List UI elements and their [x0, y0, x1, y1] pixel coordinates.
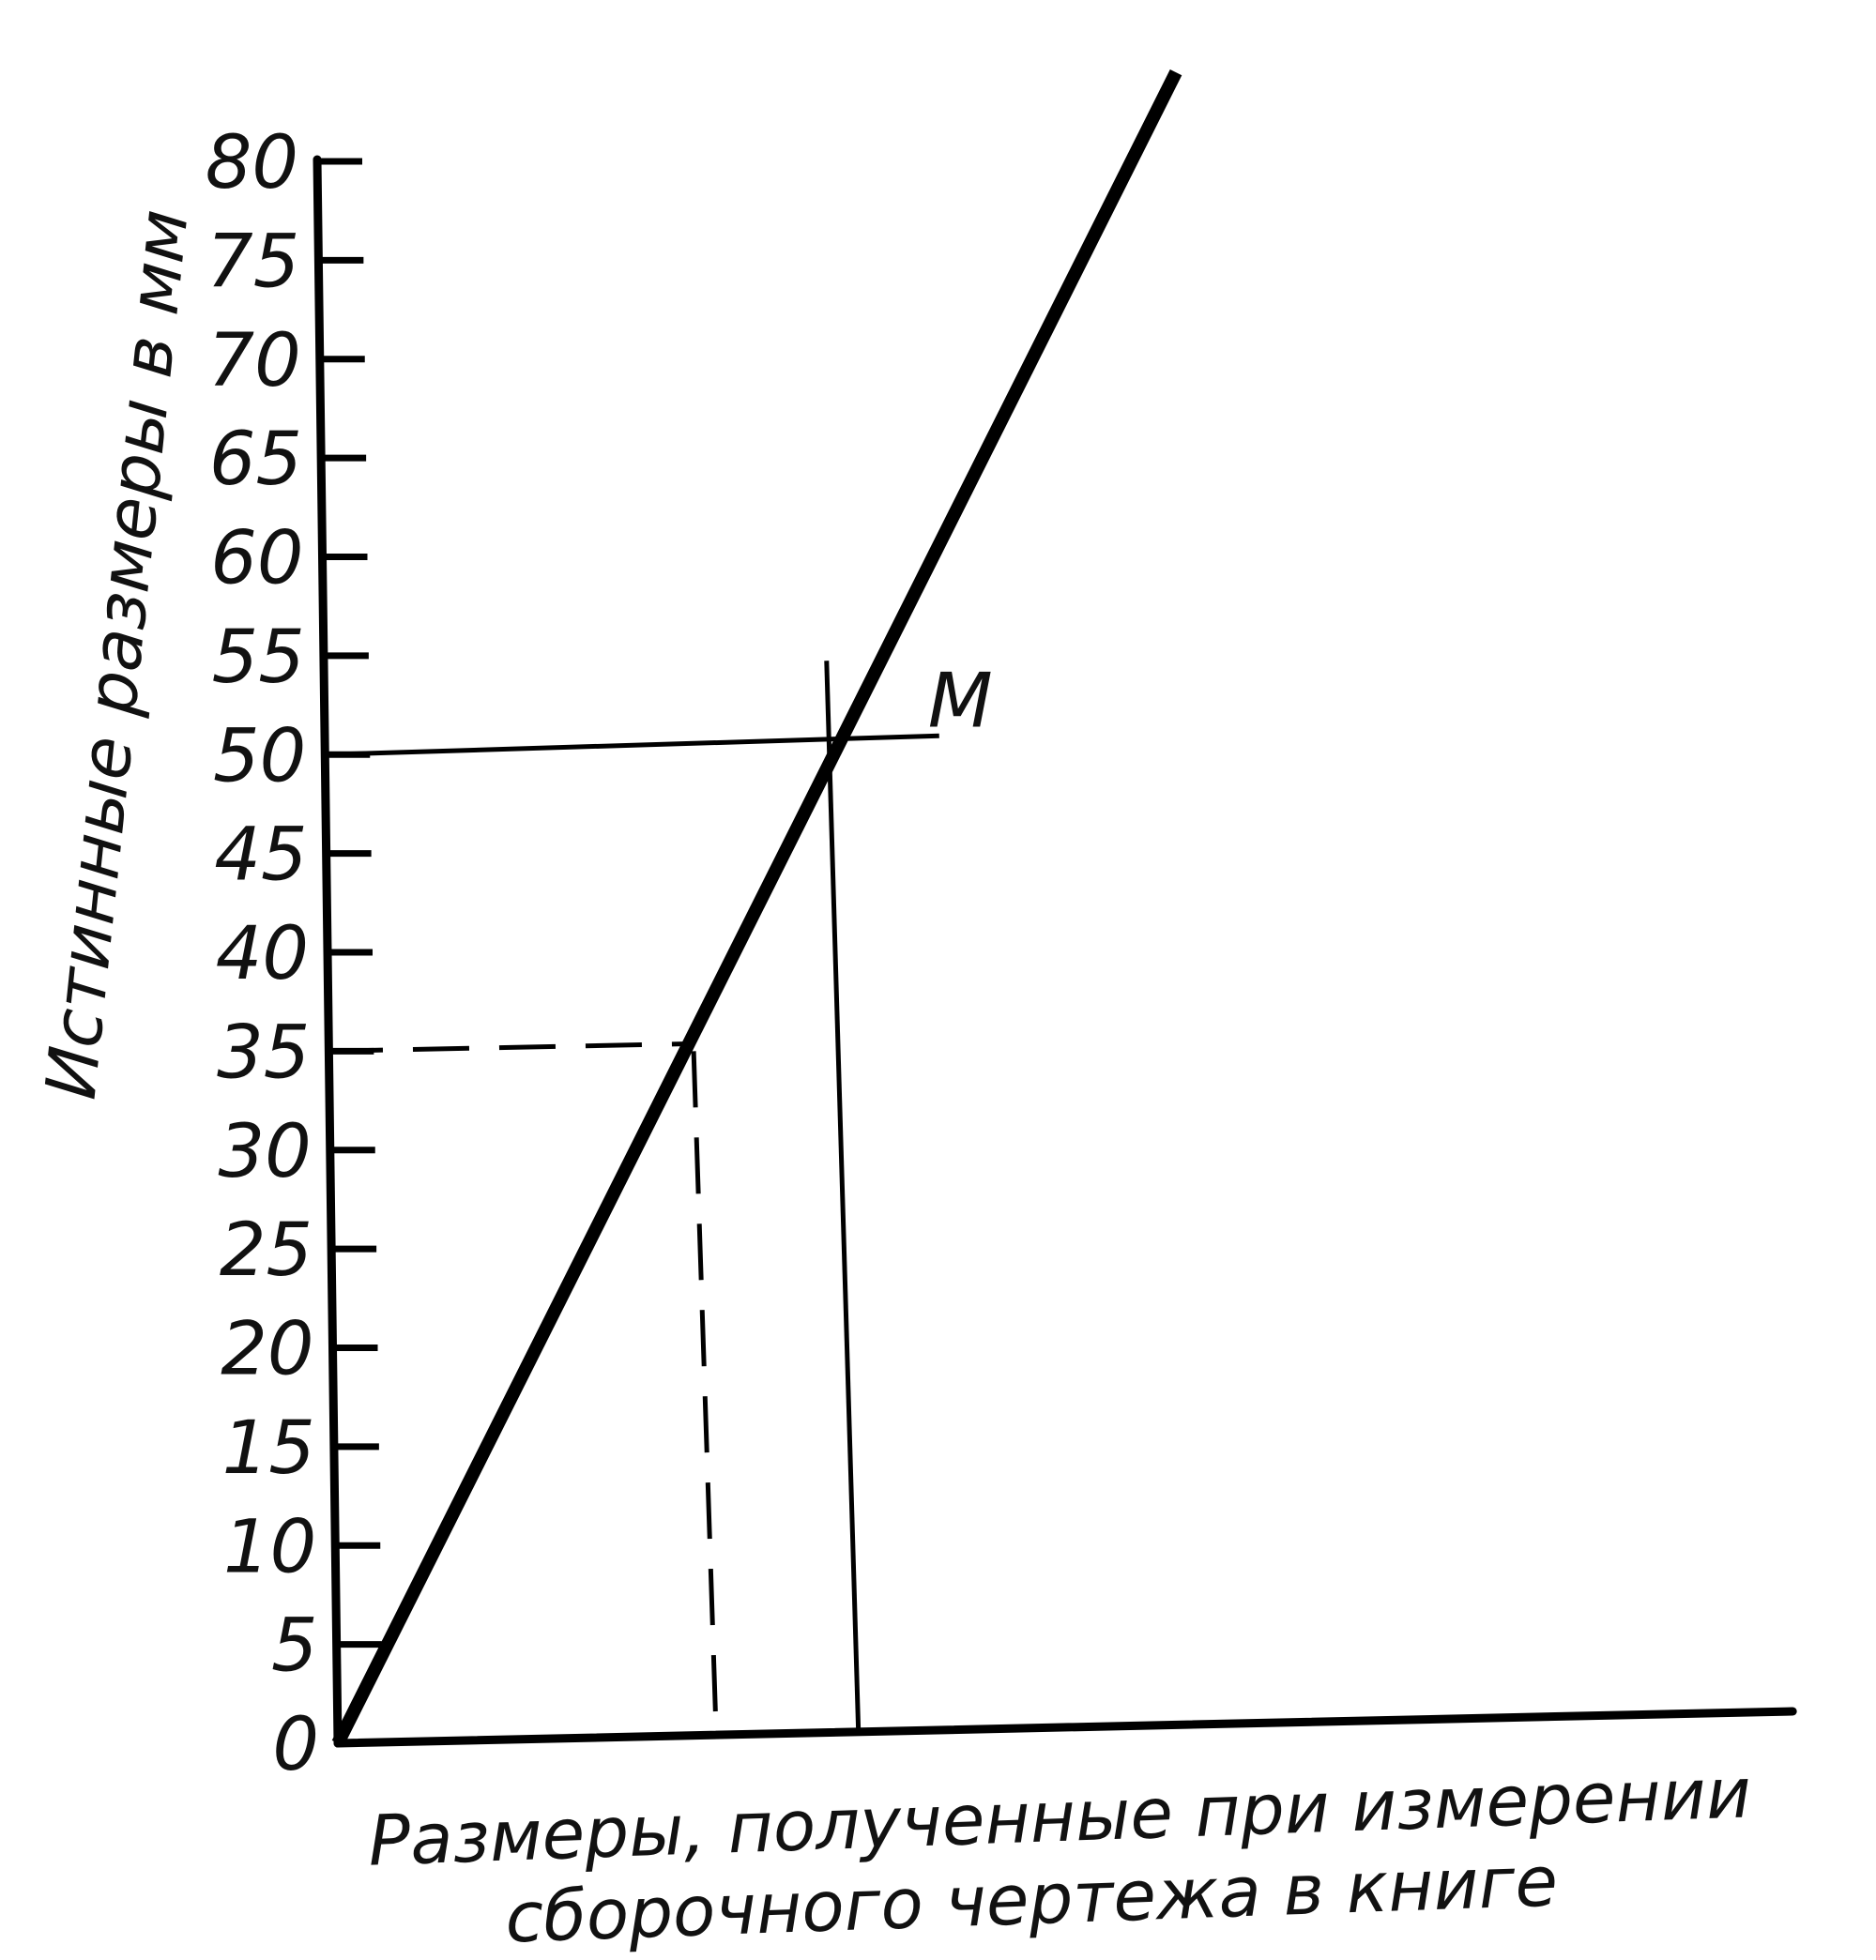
series	[331, 69, 1182, 1747]
guide-vertical-0	[824, 661, 862, 1735]
y-axis-title: Истинные размеры в мм	[31, 205, 205, 1102]
y-tick-label-5: 5	[271, 1604, 318, 1689]
x-axis	[333, 1707, 1797, 1748]
y-tick-label-25: 25	[220, 1208, 313, 1293]
y-tick-label-65: 65	[209, 418, 302, 502]
y-tick-label-80: 80	[206, 121, 298, 205]
point-labels: M	[928, 657, 993, 744]
point-label-M: M	[928, 657, 993, 744]
y-tick-label-30: 30	[218, 1110, 311, 1194]
y-tick-label-75: 75	[206, 220, 299, 304]
guide-vertical-1	[691, 1051, 719, 1735]
y-ticks: 0 5 10 15 20 25 30 35 40 45 50 55 60 65 70 75 80	[206, 121, 382, 1787]
y-tick-label-40: 40	[216, 912, 309, 996]
y-tick-label-20: 20	[221, 1308, 313, 1392]
y-tick-label-55: 55	[212, 615, 305, 700]
y-tick-label-50: 50	[213, 714, 306, 798]
y-tick-label-60: 60	[210, 517, 303, 601]
y-tick-label-45: 45	[214, 813, 307, 898]
y-tick-label-35: 35	[217, 1010, 310, 1095]
y-tick-label-10: 10	[223, 1505, 316, 1589]
y-tick-label-15: 15	[222, 1406, 315, 1491]
series-line-0	[331, 69, 1182, 1747]
guide-horizontal-1	[326, 1041, 694, 1054]
y-tick-label-70: 70	[207, 319, 300, 403]
y-tick-label-0: 0	[272, 1703, 319, 1787]
axes	[313, 155, 1797, 1748]
